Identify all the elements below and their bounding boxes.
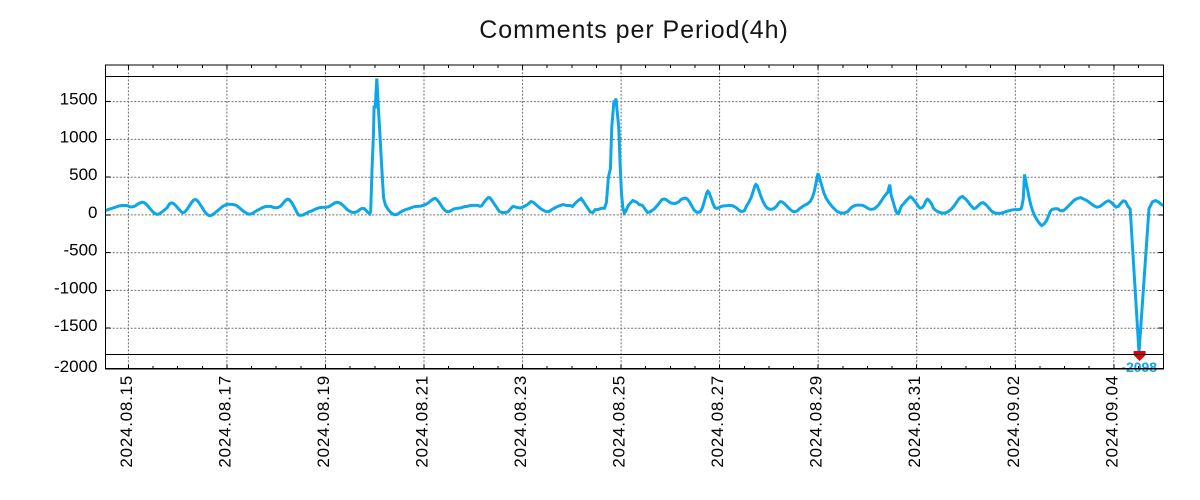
svg-text:1000: 1000	[60, 127, 98, 146]
svg-text:500: 500	[69, 165, 97, 184]
svg-text:2024.08.19: 2024.08.19	[314, 375, 333, 468]
svg-text:-1000: -1000	[54, 278, 97, 297]
svg-text:0: 0	[88, 203, 97, 222]
svg-text:-2098: -2098	[1121, 359, 1157, 375]
svg-text:2024.08.25: 2024.08.25	[610, 375, 629, 468]
svg-text:2024.08.17: 2024.08.17	[215, 375, 234, 468]
svg-text:2024.08.15: 2024.08.15	[117, 375, 136, 468]
svg-text:Comments per Period(4h): Comments per Period(4h)	[479, 16, 788, 44]
svg-text:2024.08.27: 2024.08.27	[708, 375, 727, 468]
svg-text:2024.08.29: 2024.08.29	[807, 375, 826, 468]
svg-text:-1500: -1500	[54, 316, 97, 335]
svg-text:1500: 1500	[60, 90, 98, 109]
svg-text:2024.09.04: 2024.09.04	[1102, 375, 1121, 468]
svg-text:2024.08.21: 2024.08.21	[413, 375, 432, 468]
svg-text:-2000: -2000	[54, 357, 97, 376]
svg-text:2024.08.23: 2024.08.23	[511, 375, 530, 468]
svg-text:2024.09.02: 2024.09.02	[1004, 375, 1023, 468]
svg-text:2024.08.31: 2024.08.31	[905, 375, 924, 468]
svg-text:-500: -500	[63, 241, 97, 260]
